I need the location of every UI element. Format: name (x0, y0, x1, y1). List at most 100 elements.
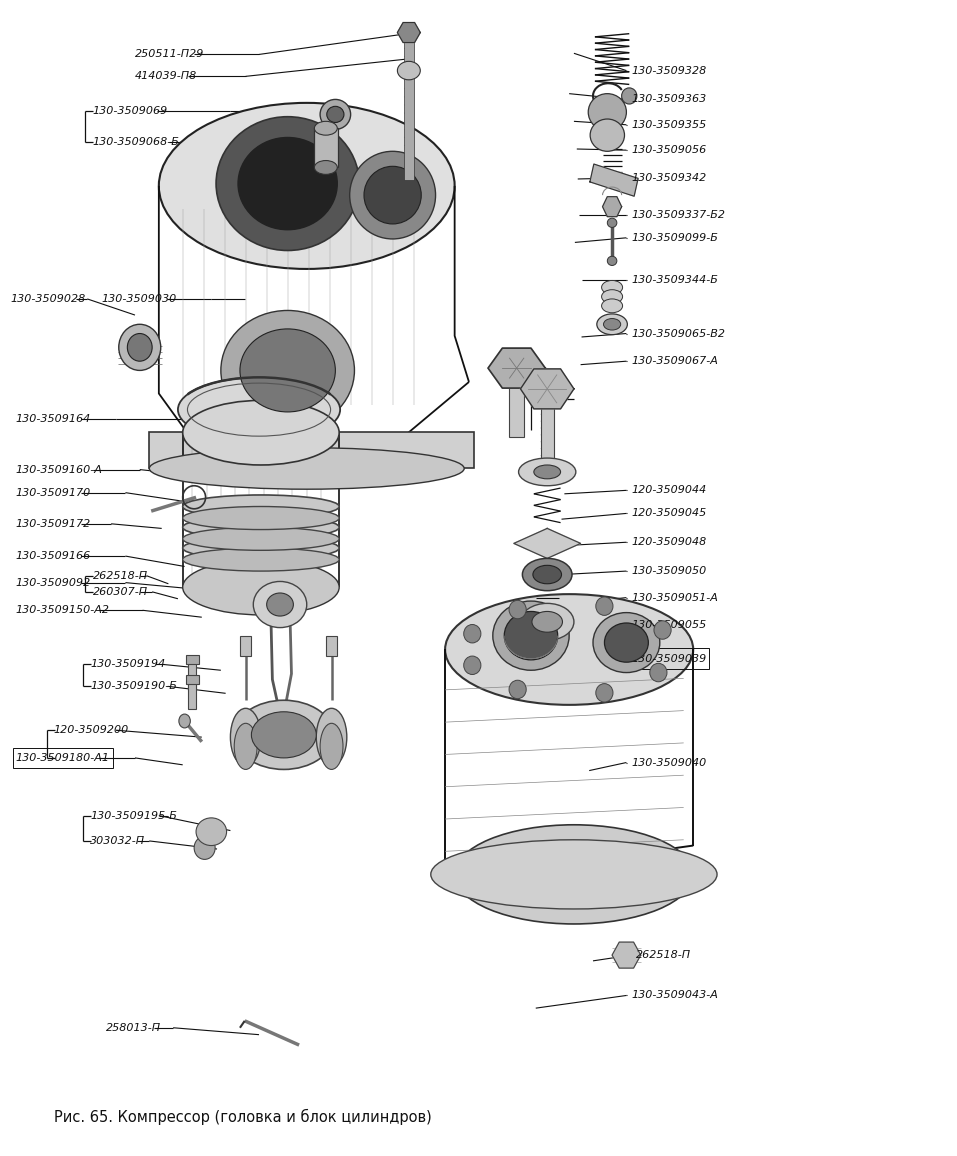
Text: 130-3509328: 130-3509328 (632, 66, 706, 75)
Ellipse shape (596, 596, 613, 615)
Ellipse shape (593, 613, 659, 673)
Text: 130-3509194: 130-3509194 (90, 659, 166, 669)
Polygon shape (397, 22, 420, 43)
Ellipse shape (316, 709, 346, 766)
Bar (629, 649, 709, 669)
Polygon shape (521, 369, 574, 409)
Bar (12, 748, 113, 769)
Ellipse shape (183, 400, 339, 465)
Bar (189, 661, 196, 690)
Ellipse shape (523, 558, 572, 591)
Bar (186, 675, 199, 684)
Ellipse shape (349, 151, 435, 239)
Ellipse shape (183, 527, 339, 550)
Ellipse shape (464, 657, 481, 674)
Bar (189, 681, 196, 710)
Ellipse shape (464, 624, 481, 643)
Bar (314, 128, 338, 168)
Ellipse shape (589, 94, 627, 131)
Ellipse shape (364, 166, 421, 224)
Text: 130-3509337-Б2: 130-3509337-Б2 (632, 209, 725, 220)
Polygon shape (612, 942, 641, 968)
Text: 130-3509363: 130-3509363 (632, 95, 706, 104)
Text: 130-3509099-Б: 130-3509099-Б (632, 232, 718, 243)
Text: 130-3509040: 130-3509040 (632, 757, 706, 768)
Text: 130-3509067-А: 130-3509067-А (632, 356, 718, 366)
Ellipse shape (183, 516, 339, 539)
Text: 258013-П: 258013-П (106, 1023, 162, 1032)
Ellipse shape (183, 495, 339, 518)
Ellipse shape (183, 548, 339, 571)
Ellipse shape (455, 824, 693, 924)
Polygon shape (514, 528, 581, 558)
Ellipse shape (183, 560, 339, 615)
Text: 130-3509056: 130-3509056 (632, 146, 706, 155)
Text: 130-3509028: 130-3509028 (11, 294, 86, 304)
Text: 130-3509160-А: 130-3509160-А (15, 465, 102, 475)
Text: 262518-П: 262518-П (93, 571, 148, 580)
Bar (404, 34, 413, 180)
Ellipse shape (238, 138, 337, 230)
Ellipse shape (127, 334, 152, 361)
Text: 250511-П29: 250511-П29 (135, 50, 205, 59)
Bar (325, 636, 337, 657)
Ellipse shape (604, 319, 621, 331)
Text: 120-3509044: 120-3509044 (632, 486, 706, 496)
Ellipse shape (532, 612, 563, 632)
Text: 130-3509180-А1: 130-3509180-А1 (15, 753, 110, 763)
Text: 130-3509051-А: 130-3509051-А (632, 593, 718, 602)
Text: 130-3509164: 130-3509164 (15, 414, 91, 424)
Text: 130-3509030: 130-3509030 (101, 294, 177, 304)
Text: 130-3509068-Б: 130-3509068-Б (92, 138, 179, 147)
Text: 130-3509344-Б: 130-3509344-Б (632, 275, 718, 286)
Text: 130-3509166: 130-3509166 (15, 551, 91, 561)
Ellipse shape (320, 724, 343, 770)
Text: 130-3509195-Б: 130-3509195-Б (90, 810, 177, 821)
Text: 130-3509043-А: 130-3509043-А (632, 991, 718, 1000)
Text: 130-3509069: 130-3509069 (92, 106, 167, 116)
Text: 130-3509190-Б: 130-3509190-Б (90, 681, 177, 691)
Text: 130-3509342: 130-3509342 (632, 173, 706, 183)
Polygon shape (603, 197, 622, 216)
Ellipse shape (252, 712, 316, 758)
Ellipse shape (221, 311, 354, 430)
Text: 130-3509039: 130-3509039 (632, 654, 706, 664)
Text: 120-3509200: 120-3509200 (54, 725, 129, 735)
Ellipse shape (234, 724, 257, 770)
Bar (541, 391, 554, 460)
Ellipse shape (602, 299, 623, 313)
Bar (149, 431, 474, 468)
Text: 120-3509045: 120-3509045 (632, 509, 706, 518)
Ellipse shape (596, 683, 613, 702)
Text: 262518-П: 262518-П (636, 950, 691, 961)
Ellipse shape (650, 664, 667, 682)
Ellipse shape (533, 565, 562, 584)
Ellipse shape (509, 680, 526, 698)
Ellipse shape (608, 218, 617, 228)
Text: 130-3509055: 130-3509055 (632, 621, 706, 630)
Ellipse shape (254, 581, 307, 628)
Ellipse shape (602, 281, 623, 295)
Bar (186, 655, 199, 665)
Ellipse shape (159, 103, 455, 269)
Ellipse shape (493, 601, 569, 670)
Ellipse shape (534, 465, 561, 479)
Ellipse shape (504, 612, 558, 660)
Text: 130-3509065-В2: 130-3509065-В2 (632, 328, 725, 339)
Ellipse shape (216, 117, 359, 251)
Ellipse shape (183, 536, 339, 560)
Ellipse shape (445, 594, 693, 705)
Ellipse shape (119, 325, 161, 370)
Ellipse shape (605, 623, 648, 662)
Text: 414039-П8: 414039-П8 (135, 72, 197, 81)
Text: 130-3509355: 130-3509355 (632, 120, 706, 129)
Ellipse shape (622, 88, 637, 104)
Text: 130-3509170: 130-3509170 (15, 488, 91, 498)
Ellipse shape (509, 600, 526, 618)
Text: 260307-П: 260307-П (93, 587, 148, 596)
Bar (240, 636, 252, 657)
Ellipse shape (183, 506, 339, 529)
Ellipse shape (397, 61, 420, 80)
Ellipse shape (519, 458, 576, 486)
Ellipse shape (521, 603, 574, 640)
